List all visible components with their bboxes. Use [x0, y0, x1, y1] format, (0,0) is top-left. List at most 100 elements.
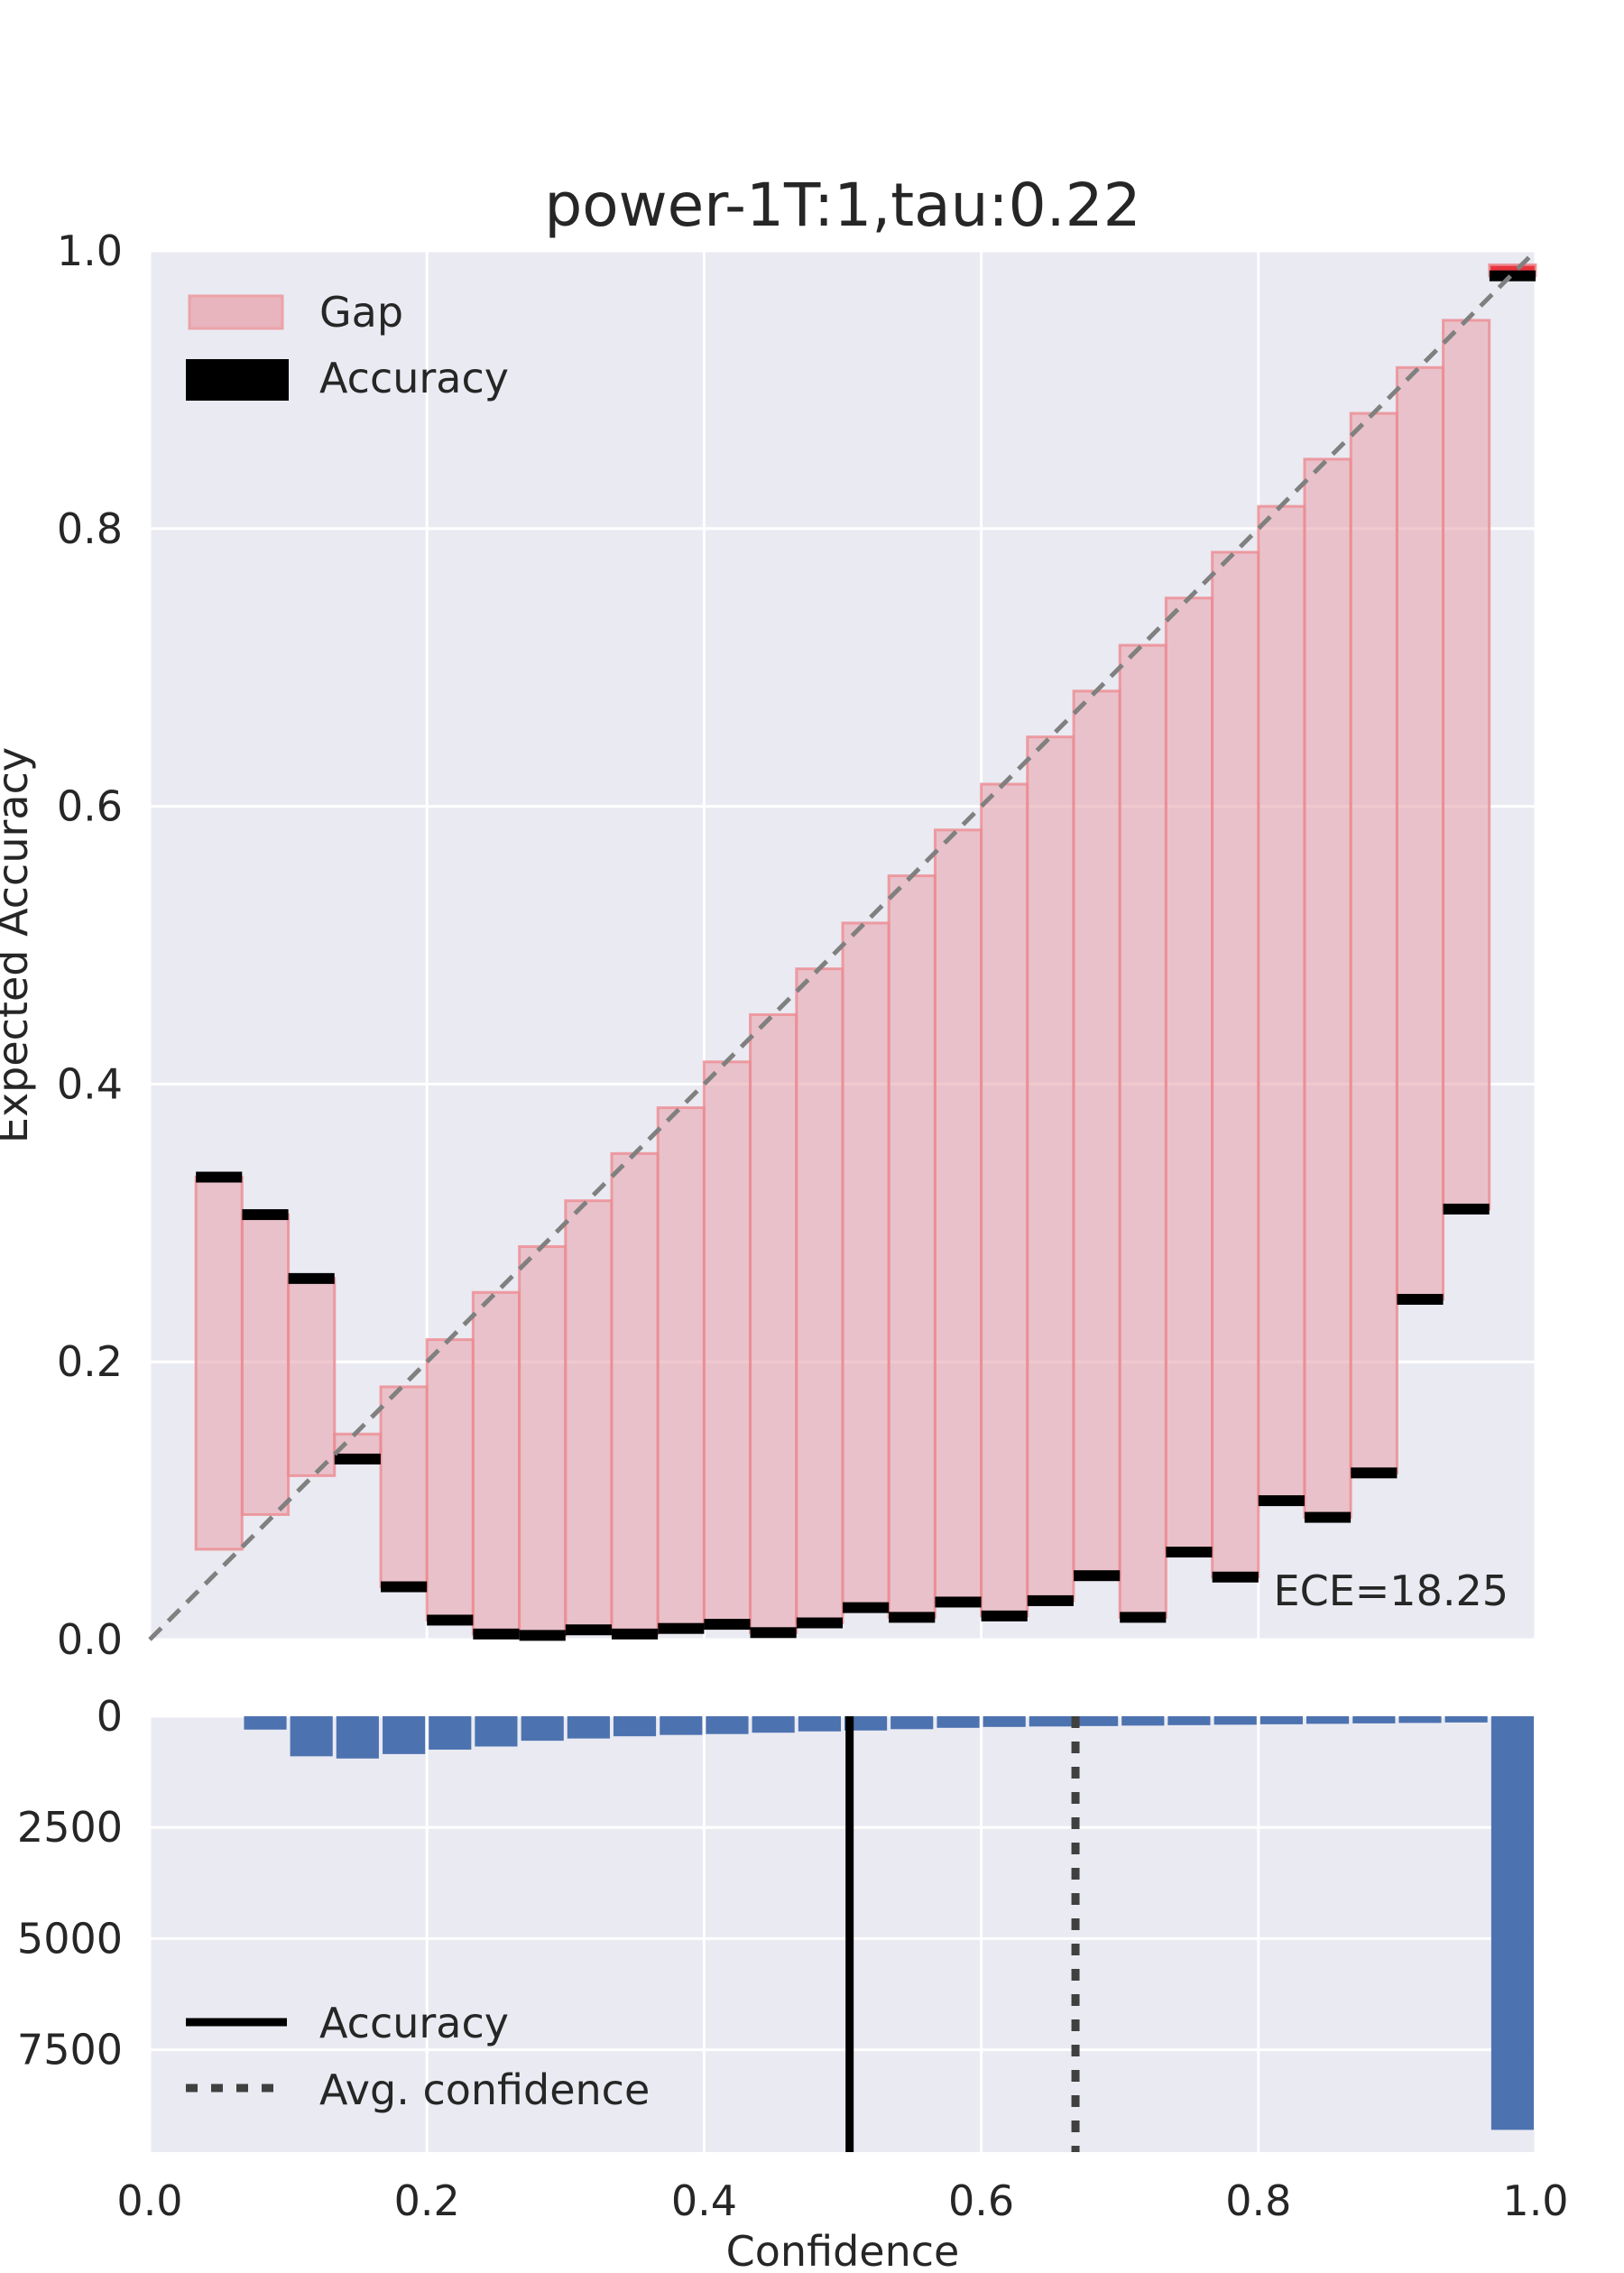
- histogram-bar: [798, 1716, 841, 1732]
- legend-gap-swatch: [188, 294, 284, 330]
- histogram-bar: [1260, 1716, 1303, 1724]
- y-tick-label: 0: [97, 1692, 123, 1741]
- accuracy-marker: [935, 1596, 982, 1608]
- legend-avg-confidence-label: Avg. confidence: [319, 2065, 650, 2114]
- histogram-legend: Accuracy Avg. confidence: [186, 1999, 650, 2114]
- reliability-diagram: 0.0 0.2 0.4 0.6 0.8 1.0 power-1T:1,tau:0.22 E…: [0, 171, 1537, 1664]
- histogram-bar: [1398, 1716, 1442, 1723]
- gap-bar: [194, 1176, 244, 1551]
- histogram-bar: [567, 1716, 610, 1739]
- gap-bar: [841, 921, 890, 1610]
- histogram-bar: [1352, 1716, 1396, 1723]
- histogram-bar: [244, 1716, 287, 1730]
- gap-bar: [887, 874, 937, 1619]
- y-tick-label: 0.6: [57, 782, 123, 831]
- histogram-bar: [290, 1716, 333, 1757]
- histogram-bar: [1213, 1716, 1257, 1725]
- accuracy-marker: [1443, 1203, 1490, 1215]
- perfect-calibration-line: [148, 249, 1537, 1641]
- x-tick-label: 0.2: [394, 2176, 460, 2225]
- accuracy-marker: [1397, 1293, 1444, 1305]
- histogram-bar: [890, 1716, 934, 1730]
- gap-bar: [795, 967, 844, 1625]
- accuracy-marker: [565, 1624, 612, 1636]
- x-tick-label: 0.0: [116, 2176, 182, 2225]
- accuracy-marker: [242, 1209, 289, 1221]
- histogram-bar: [613, 1716, 657, 1737]
- gap-bar: [980, 782, 1029, 1618]
- y-tick-label: 0.4: [57, 1059, 123, 1108]
- accuracy-marker: [427, 1614, 474, 1626]
- accuracy-marker: [981, 1610, 1028, 1622]
- accuracy-marker: [381, 1581, 428, 1593]
- histogram-bar: [660, 1716, 703, 1735]
- gap-bar: [656, 1106, 706, 1631]
- histogram-bar: [475, 1716, 518, 1747]
- gap-bar: [933, 828, 983, 1603]
- y-tick-label: 2500: [17, 1803, 123, 1852]
- x-tick-label: 0.4: [671, 2176, 737, 2225]
- accuracy-marker: [1120, 1612, 1167, 1623]
- histogram-bar: [1444, 1716, 1488, 1723]
- accuracy-marker: [704, 1619, 751, 1631]
- y-tick-label: 5000: [17, 1914, 123, 1963]
- accuracy-marker: [288, 1272, 335, 1284]
- y-tick-label: 0.8: [57, 504, 123, 553]
- accuracy-marker: [1027, 1594, 1074, 1606]
- gap-bar: [1072, 689, 1121, 1577]
- y-axis-label: Expected Accuracy: [0, 747, 37, 1143]
- legend-accuracy-swatch: [186, 359, 289, 401]
- gap-bar: [610, 1151, 660, 1636]
- histogram-y-tick-labels: 0 2500 5000 7500: [17, 1692, 123, 2074]
- histogram-bar: [1121, 1716, 1165, 1726]
- x-tick-label: 1.0: [1502, 2176, 1568, 2225]
- x-tick-label: 0.6: [948, 2176, 1014, 2225]
- x-tick-label: 0.8: [1225, 2176, 1291, 2225]
- accuracy-marker: [1074, 1570, 1121, 1582]
- accuracy-marker: [658, 1622, 705, 1634]
- accuracy-marker: [519, 1630, 566, 1641]
- accuracy-marker: [611, 1628, 659, 1640]
- accuracy-marker: [473, 1628, 520, 1640]
- accuracy-marker: [843, 1602, 890, 1613]
- y-tick-label: 0.2: [57, 1337, 123, 1386]
- histogram-bar: [336, 1716, 379, 1759]
- confidence-histogram: 0 2500 5000 7500 0.0 0.2 0.4 0.6 0.8 1.0 Confide…: [17, 1692, 1569, 2273]
- gap-bar: [1026, 735, 1075, 1603]
- gap-bar: [749, 1012, 798, 1634]
- accuracy-marker: [196, 1171, 243, 1183]
- accuracy-marker: [796, 1617, 843, 1629]
- gap-bar: [1442, 319, 1491, 1211]
- histogram-bar: [706, 1716, 749, 1734]
- reliability-y-tick-labels: 0.0 0.2 0.4 0.6 0.8 1.0: [57, 226, 123, 1664]
- histogram-bar: [1167, 1716, 1211, 1725]
- gap-bar: [1118, 643, 1167, 1619]
- histogram-bar: [937, 1716, 980, 1728]
- histogram-gridlines: [148, 1714, 1537, 2152]
- accuracy-marker: [1489, 270, 1536, 282]
- legend-accuracy-label: Accuracy: [319, 354, 509, 402]
- gap-bar: [425, 1338, 475, 1622]
- accuracy-marker: [1351, 1467, 1398, 1479]
- gap-bar: [1211, 550, 1260, 1579]
- histogram-bar: [521, 1716, 564, 1742]
- legend-accuracy-line-label: Accuracy: [319, 1999, 509, 2047]
- accuracy-marker: [334, 1453, 381, 1465]
- legend-gap-label: Gap: [319, 288, 403, 337]
- gap-bar: [1395, 365, 1445, 1301]
- gap-bars: [194, 263, 1537, 1637]
- accuracy-marker: [1258, 1495, 1305, 1507]
- histogram-bar: [983, 1716, 1026, 1727]
- gap-bar: [240, 1213, 291, 1516]
- histogram-bar: [1490, 1716, 1534, 2130]
- x-tick-labels: 0.0 0.2 0.4 0.6 0.8 1.0: [116, 2176, 1568, 2225]
- gap-bar: [1303, 457, 1352, 1520]
- histogram-bar: [844, 1716, 888, 1731]
- y-tick-label: 1.0: [57, 226, 123, 275]
- accuracy-marker: [750, 1627, 797, 1639]
- gap-bar: [564, 1199, 614, 1631]
- accuracy-marker: [1304, 1511, 1352, 1523]
- y-tick-label: 0.0: [57, 1615, 123, 1664]
- y-tick-label: 7500: [17, 2026, 123, 2074]
